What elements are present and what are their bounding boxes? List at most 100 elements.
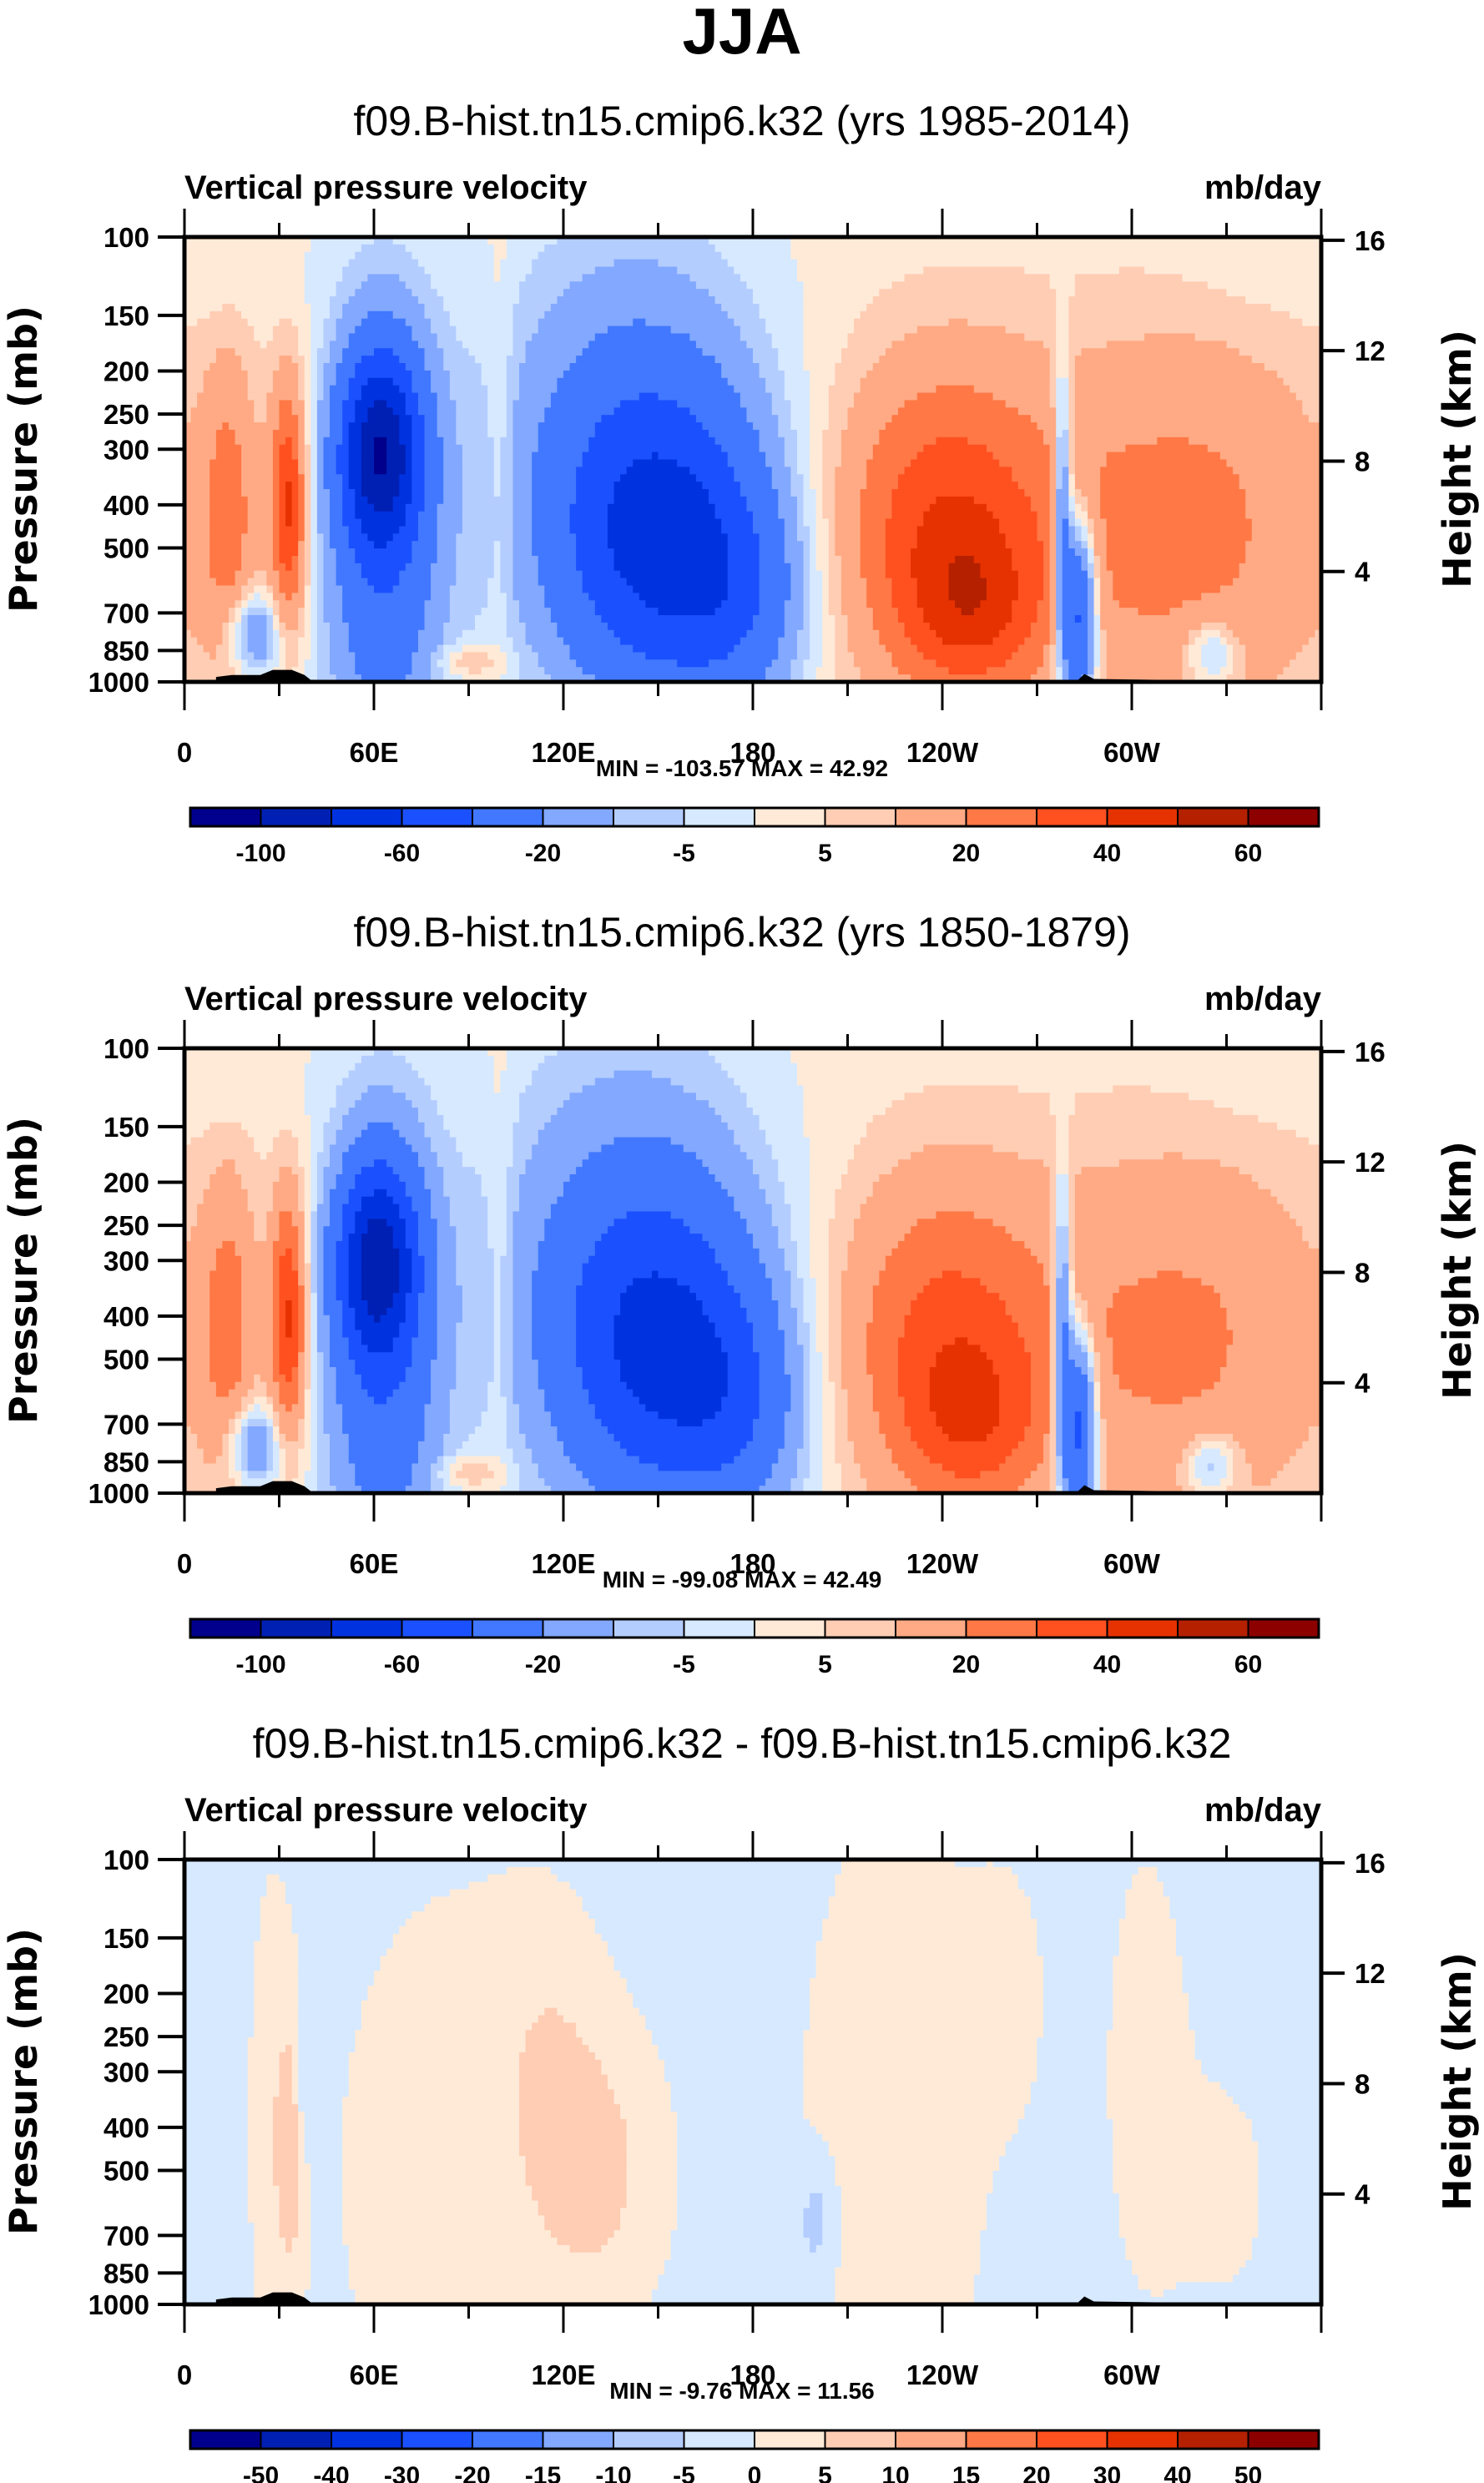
contour-cell	[626, 1285, 690, 1294]
contour-cell	[550, 1411, 596, 1420]
contour-cell	[1049, 1478, 1057, 1486]
contour-cell	[557, 1108, 716, 1116]
contour-cell	[911, 570, 950, 579]
contour-cell	[879, 629, 906, 638]
contour-cell	[677, 2141, 830, 2150]
contour-cell	[310, 2238, 343, 2246]
contour-cell	[330, 341, 350, 349]
contour-cell	[835, 1396, 849, 1405]
contour-cell	[835, 489, 861, 497]
contour-cell	[355, 415, 369, 423]
contour-cell	[1157, 1866, 1322, 1875]
contour-cell	[411, 437, 426, 446]
contour-cell	[1056, 526, 1063, 534]
contour-cell	[840, 563, 861, 572]
contour-cell	[1106, 2089, 1228, 2097]
contour-cell	[1150, 1396, 1184, 1405]
contour-cell	[1056, 496, 1069, 505]
contour-cell	[405, 563, 432, 572]
contour-cell	[544, 2215, 621, 2223]
contour-cell	[405, 1300, 419, 1309]
contour-cell	[835, 622, 849, 631]
contour-cell	[330, 415, 343, 423]
contour-cell	[184, 1381, 217, 1390]
contour-cell	[330, 496, 343, 505]
contour-cell	[1201, 1441, 1228, 1450]
contour-cell	[1219, 1448, 1234, 1457]
contour-cell	[1233, 467, 1322, 475]
contour-cell	[1017, 585, 1044, 593]
contour-cell	[279, 1352, 299, 1360]
contour-cell	[330, 622, 350, 631]
contour-cell	[784, 1263, 798, 1272]
contour-cell	[184, 415, 192, 423]
contour-cell	[1068, 1307, 1076, 1316]
contour-cell	[695, 1152, 748, 1160]
contour-cell	[828, 1352, 842, 1360]
contour-cell	[803, 318, 855, 327]
contour-cell	[184, 281, 305, 290]
contour-cell	[512, 496, 533, 505]
contour-cell	[891, 1248, 1032, 1257]
contour-cell	[1056, 1330, 1063, 1339]
contour-cell	[323, 1167, 343, 1175]
contour-cell	[235, 1478, 242, 1486]
contour-cell	[361, 1293, 394, 1301]
contour-cell	[550, 392, 640, 401]
contour-cell	[1132, 1874, 1158, 1883]
contour-cell	[399, 1322, 419, 1331]
contour-cell	[980, 2230, 1120, 2238]
contour-cell	[254, 2015, 299, 2024]
contour-cell	[235, 1456, 242, 1465]
contour-cell	[1088, 1337, 1095, 1345]
contour-cell	[487, 415, 507, 423]
contour-cell	[1068, 1270, 1076, 1279]
contour-cell	[828, 1240, 849, 1249]
contour-cell	[323, 385, 331, 394]
contour-cell	[228, 1463, 236, 1471]
contour-cell	[443, 363, 482, 371]
contour-cell	[462, 341, 514, 349]
contour-cell	[437, 1352, 457, 1360]
contour-cell	[911, 1307, 1007, 1316]
contour-cell	[241, 644, 249, 654]
contour-cell	[942, 637, 994, 646]
contour-cell	[310, 1234, 318, 1242]
contour-cell	[860, 541, 886, 549]
contour-cell	[532, 1077, 596, 1087]
contour-cell	[784, 437, 798, 446]
contour-cell	[1258, 2208, 1322, 2216]
contour-cell	[1049, 533, 1057, 542]
contour-cell	[929, 1381, 1000, 1390]
colorbar-box	[824, 807, 896, 827]
contour-cell	[1226, 652, 1234, 660]
contour-cell	[1233, 644, 1246, 654]
contour-cell	[1043, 429, 1057, 438]
contour-cell	[279, 474, 299, 482]
contour-cell	[316, 615, 325, 623]
contour-cell	[1068, 1129, 1297, 1138]
contour-cell	[512, 1293, 533, 1301]
contour-cell	[822, 629, 835, 638]
contour-cell	[405, 1366, 432, 1375]
contour-cell	[1113, 1345, 1228, 1353]
contour-cell	[361, 356, 400, 364]
contour-cell	[1100, 1374, 1120, 1383]
contour-cell	[771, 333, 805, 341]
contour-cell	[304, 1278, 311, 1286]
contour-cell	[784, 1330, 798, 1339]
contour-cell	[1068, 1196, 1076, 1205]
contour-cell	[462, 652, 488, 660]
colorbar-box	[401, 807, 473, 827]
contour-cell	[291, 503, 299, 512]
contour-cell	[1056, 1285, 1069, 1294]
contour-cell	[835, 1189, 874, 1198]
contour-cell	[386, 459, 406, 467]
contour-cell	[184, 2208, 249, 2216]
contour-cell	[493, 1315, 501, 1324]
contour-cell	[576, 482, 615, 490]
contour-cell	[348, 1352, 412, 1360]
contour-cell	[437, 1159, 463, 1168]
contour-cell	[279, 1471, 286, 1479]
contour-cell	[1056, 459, 1069, 467]
